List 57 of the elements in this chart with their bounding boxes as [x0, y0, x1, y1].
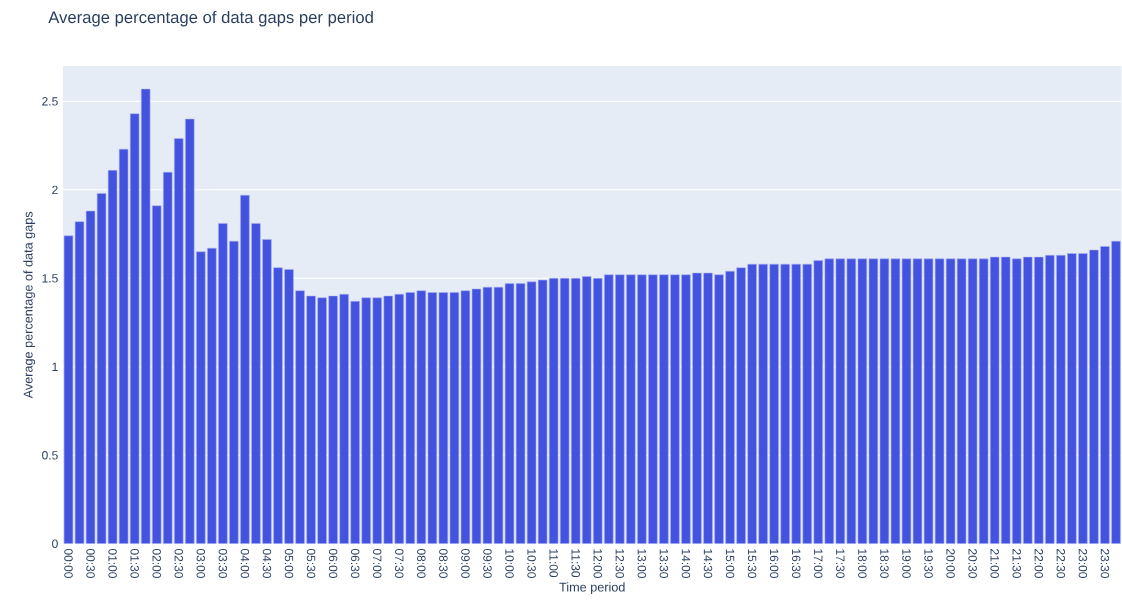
- x-tick-label: 08:30: [439, 549, 448, 579]
- x-tick-label: 12:30: [615, 549, 625, 579]
- x-tick-label: 00:00: [64, 549, 73, 579]
- x-tick-label: 13:30: [659, 549, 669, 579]
- x-tick-label: 00:30: [86, 549, 95, 579]
- x-tick-label: 09:00: [461, 549, 470, 579]
- y-tick-label: 2.5: [42, 97, 58, 106]
- x-tick-label: 04:00: [240, 549, 250, 579]
- x-tick-label: 16:30: [791, 549, 801, 579]
- x-tick-label: 03:00: [196, 549, 206, 579]
- x-tick-label: 20:30: [968, 549, 977, 579]
- x-tick-label: 10:00: [505, 549, 514, 579]
- y-tick-label: 2: [52, 185, 58, 195]
- x-axis-title: Time period: [559, 582, 625, 595]
- x-tick-label: 17:30: [836, 549, 845, 579]
- y-tick-label: 1.5: [42, 274, 58, 283]
- x-tick-label: 06:30: [350, 549, 360, 579]
- x-tick-label: 07:30: [395, 549, 404, 579]
- x-tick-label: 01:00: [108, 549, 117, 579]
- x-tick-label: 19:30: [924, 549, 933, 579]
- x-tick-label: 20:00: [946, 549, 955, 579]
- chart-title: Average percentage of data gaps per period: [48, 11, 373, 27]
- x-tick-label: 15:30: [747, 549, 757, 579]
- x-tick-label: 13:00: [637, 549, 647, 579]
- x-tick-label: 03:30: [218, 549, 228, 579]
- x-tick-label: 23:00: [1078, 549, 1088, 579]
- x-tick-label: 18:30: [880, 549, 889, 579]
- x-tick-label: 14:00: [681, 549, 691, 579]
- x-tick-label: 16:00: [769, 549, 779, 579]
- x-tick-label: 19:00: [902, 549, 911, 579]
- x-tick-label: 02:30: [174, 549, 183, 579]
- x-tick-label: 14:30: [703, 549, 713, 579]
- y-tick-label: 0: [52, 539, 58, 549]
- x-tick-label: 17:00: [814, 549, 823, 579]
- x-tick-label: 21:00: [990, 549, 999, 579]
- x-tick-label: 06:00: [328, 549, 338, 579]
- x-tick-label: 21:30: [1012, 549, 1021, 579]
- x-tick-label: 02:00: [152, 549, 161, 579]
- x-tick-label: 09:30: [483, 549, 492, 579]
- x-tick-label: 04:30: [262, 549, 272, 579]
- y-tick-label: 0.5: [42, 451, 58, 460]
- x-tick-label: 10:30: [527, 549, 536, 579]
- x-tick-label: 22:00: [1034, 549, 1044, 579]
- x-tick-label: 11:30: [571, 549, 580, 578]
- x-tick-label: 18:00: [858, 549, 867, 579]
- x-tick-label: 12:00: [593, 549, 602, 579]
- x-tick-label: 07:00: [372, 549, 382, 579]
- x-tick-label: 01:30: [130, 549, 139, 579]
- x-tick-label: 05:30: [306, 549, 316, 579]
- x-tick-label: 22:30: [1056, 549, 1066, 579]
- x-tick-label: 15:00: [725, 549, 735, 579]
- x-tick-label: 08:00: [417, 549, 426, 579]
- x-tick-label: 11:00: [549, 549, 558, 578]
- y-tick-label: 1: [52, 362, 58, 372]
- x-tick-label: 05:00: [284, 549, 294, 579]
- x-tick-label: 23:30: [1100, 549, 1110, 579]
- y-axis-title: Average percentage of data gaps: [23, 211, 36, 399]
